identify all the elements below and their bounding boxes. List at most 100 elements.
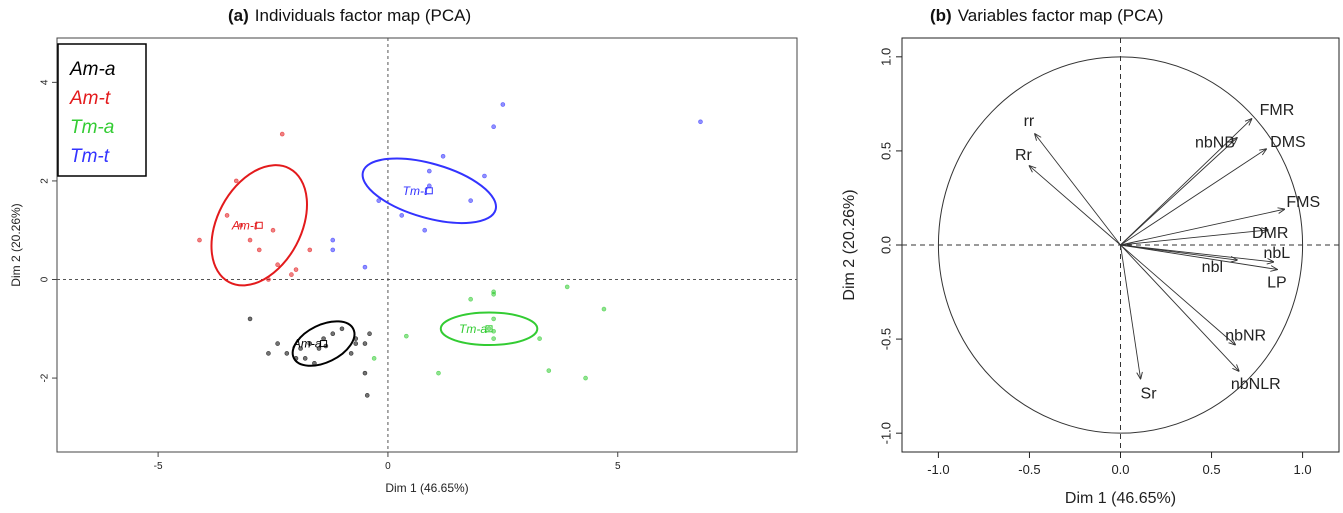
centroid-label-tm-t: Tm-t <box>403 184 428 198</box>
point-am-t <box>293 267 299 272</box>
point-am-a <box>339 326 345 332</box>
arrow-dms <box>1120 149 1267 246</box>
arrow-rr <box>1029 166 1121 246</box>
point-am-t <box>238 222 244 228</box>
arrow-fms <box>1120 209 1285 246</box>
legend-box <box>57 43 147 177</box>
x-tick-label: -5 <box>154 461 163 472</box>
arrow-sr <box>1120 244 1141 379</box>
point-am-t <box>247 237 253 243</box>
arrow-nbnr <box>1120 244 1236 345</box>
confidence-ellipse-am-a <box>291 320 356 367</box>
variable-label-lp: LP <box>1267 274 1287 291</box>
y-tick-label: 4 <box>40 79 51 85</box>
centroid-label-am-a: Am-a <box>292 337 322 351</box>
variable-label-fmr: FMR <box>1260 102 1295 119</box>
legend-entry-tm-t: Tm-t <box>70 146 110 167</box>
arrow-nbnlr <box>1120 244 1239 371</box>
point-am-a <box>302 356 308 361</box>
point-am-a <box>362 370 368 376</box>
x-tick-label: -1.0 <box>927 462 949 477</box>
point-tm-a <box>601 306 607 312</box>
x-tick-label: 0.0 <box>1111 462 1129 477</box>
point-am-t <box>256 247 262 253</box>
point-tm-a <box>564 284 570 290</box>
point-tm-a <box>468 296 473 302</box>
arrow-fmr <box>1120 119 1252 246</box>
x-axis-label: Dim 1 (46.65%) <box>385 481 468 495</box>
point-am-a <box>353 341 359 346</box>
panel-b-label: (b) <box>930 6 952 25</box>
plot-frame <box>56 37 798 453</box>
point-am-a <box>298 346 303 351</box>
legend-entry-am-t: Am-t <box>69 88 111 109</box>
confidence-ellipse-am-t <box>210 164 308 287</box>
legend-entry-tm-a: Tm-a <box>70 117 114 138</box>
point-tm-t <box>698 119 703 125</box>
y-axis-label: Dim 2 (20.26%) <box>841 189 858 300</box>
point-am-a <box>266 351 271 356</box>
variable-label-nbl: nbL <box>1263 245 1290 262</box>
variable-label-nbnb: nbNB <box>1195 135 1235 152</box>
point-am-t <box>270 227 276 233</box>
point-am-a <box>284 351 290 356</box>
centroid-am-a <box>320 340 328 348</box>
point-am-t <box>275 262 280 268</box>
panel-a-label: (a) <box>228 6 249 25</box>
x-tick-label: 1.0 <box>1294 462 1312 477</box>
y-tick-label: 0.5 <box>879 142 894 160</box>
variable-label-nbnlr: nbNLR <box>1231 376 1281 393</box>
point-tm-a <box>371 356 377 361</box>
point-am-a <box>367 331 372 337</box>
point-tm-t <box>491 124 496 130</box>
variable-label-nbnr: nbNR <box>1225 328 1266 345</box>
panel-b-title-text: Variables factor map (PCA) <box>957 6 1164 25</box>
point-am-a <box>348 351 354 356</box>
y-tick-label: -0.5 <box>879 328 894 350</box>
y-tick-label: -2 <box>40 373 51 382</box>
centroid-label-am-t: Am-t <box>231 218 258 232</box>
point-tm-t <box>482 173 487 179</box>
point-am-t <box>307 247 313 253</box>
arrow-dmr <box>1120 230 1268 246</box>
centroid-tm-a <box>485 325 493 333</box>
x-tick-label: 5 <box>615 461 621 472</box>
y-tick-label: 0 <box>40 276 51 282</box>
legend-entry-am-a: Am-a <box>69 59 115 80</box>
variable-label-nbl: nbl <box>1202 259 1223 276</box>
x-axis-label: Dim 1 (46.65%) <box>1065 490 1176 507</box>
point-am-a <box>321 336 326 341</box>
point-tm-t <box>330 237 336 243</box>
point-tm-t <box>468 198 473 203</box>
x-tick-label: 0 <box>385 461 391 472</box>
point-tm-a <box>583 375 588 381</box>
arrow-nbnb <box>1120 138 1238 246</box>
point-am-t <box>233 178 239 184</box>
point-tm-t <box>440 153 446 159</box>
individuals-factor-map: -5 0 5 -2 0 2 4 Dim 1 (46.65%) Dim 2 (20.26%) Am-… <box>9 37 798 495</box>
point-tm-t <box>330 247 336 253</box>
variable-label-dmr: DMR <box>1252 225 1288 242</box>
confidence-ellipse-tm-a <box>439 311 539 347</box>
centroid-am-t <box>255 221 263 229</box>
point-tm-t <box>362 264 368 270</box>
point-am-a <box>316 346 322 351</box>
x-tick-label: 0.5 <box>1203 462 1221 477</box>
point-tm-a <box>491 289 496 295</box>
point-am-a <box>362 341 368 346</box>
point-tm-t <box>422 227 428 233</box>
confidence-ellipse-tm-t <box>361 157 497 225</box>
y-tick-label: -1.0 <box>879 422 894 444</box>
arrow-lp <box>1120 244 1278 269</box>
point-am-a <box>323 343 329 349</box>
point-tm-a <box>486 326 492 332</box>
point-tm-a <box>404 333 409 339</box>
legend: Am-a Am-t Tm-a Tm-t <box>57 43 147 177</box>
y-tick-label: 2 <box>40 178 51 184</box>
x-tick-label: -0.5 <box>1018 462 1040 477</box>
variable-label-dms: DMS <box>1270 134 1306 151</box>
y-tick-label: 0.0 <box>879 236 894 254</box>
point-am-a <box>330 331 336 337</box>
point-tm-a <box>436 370 441 376</box>
